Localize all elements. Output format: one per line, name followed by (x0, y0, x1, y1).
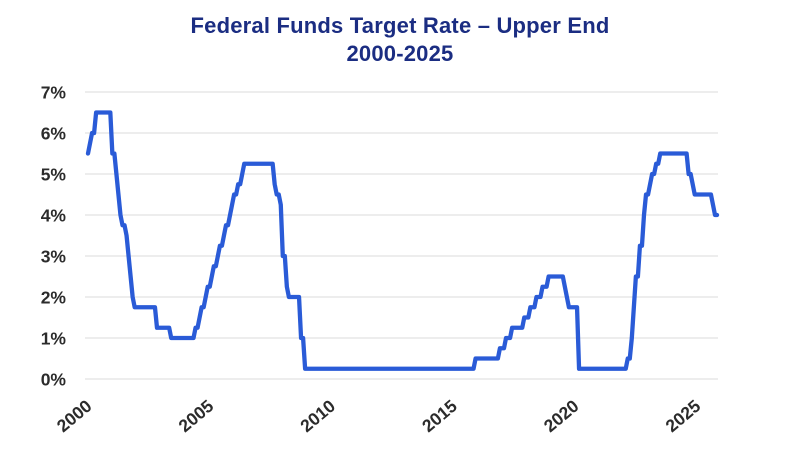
y-tick-label: 1% (41, 329, 67, 349)
y-tick-label: 7% (41, 83, 67, 103)
y-tick-label: 0% (41, 370, 67, 390)
x-tick-label: 2015 (418, 396, 461, 437)
x-tick-label: 2010 (296, 396, 339, 437)
chart-title: Federal Funds Target Rate – Upper End (190, 13, 610, 38)
rate-line (85, 110, 720, 371)
x-tick-label: 2020 (540, 396, 583, 437)
y-tick-label: 6% (41, 124, 67, 144)
chart-subtitle: 2000-2025 (346, 41, 454, 66)
chart-header: Federal Funds Target Rate – Upper End 20… (0, 12, 800, 68)
y-tick-label: 5% (41, 165, 67, 185)
y-tick-label: 3% (41, 247, 67, 267)
x-tick-label: 2005 (175, 396, 218, 437)
x-tick-label: 2025 (662, 396, 705, 437)
y-tick-label: 2% (41, 288, 67, 308)
y-tick-label: 4% (41, 206, 67, 226)
x-tick-label: 2000 (53, 396, 96, 437)
